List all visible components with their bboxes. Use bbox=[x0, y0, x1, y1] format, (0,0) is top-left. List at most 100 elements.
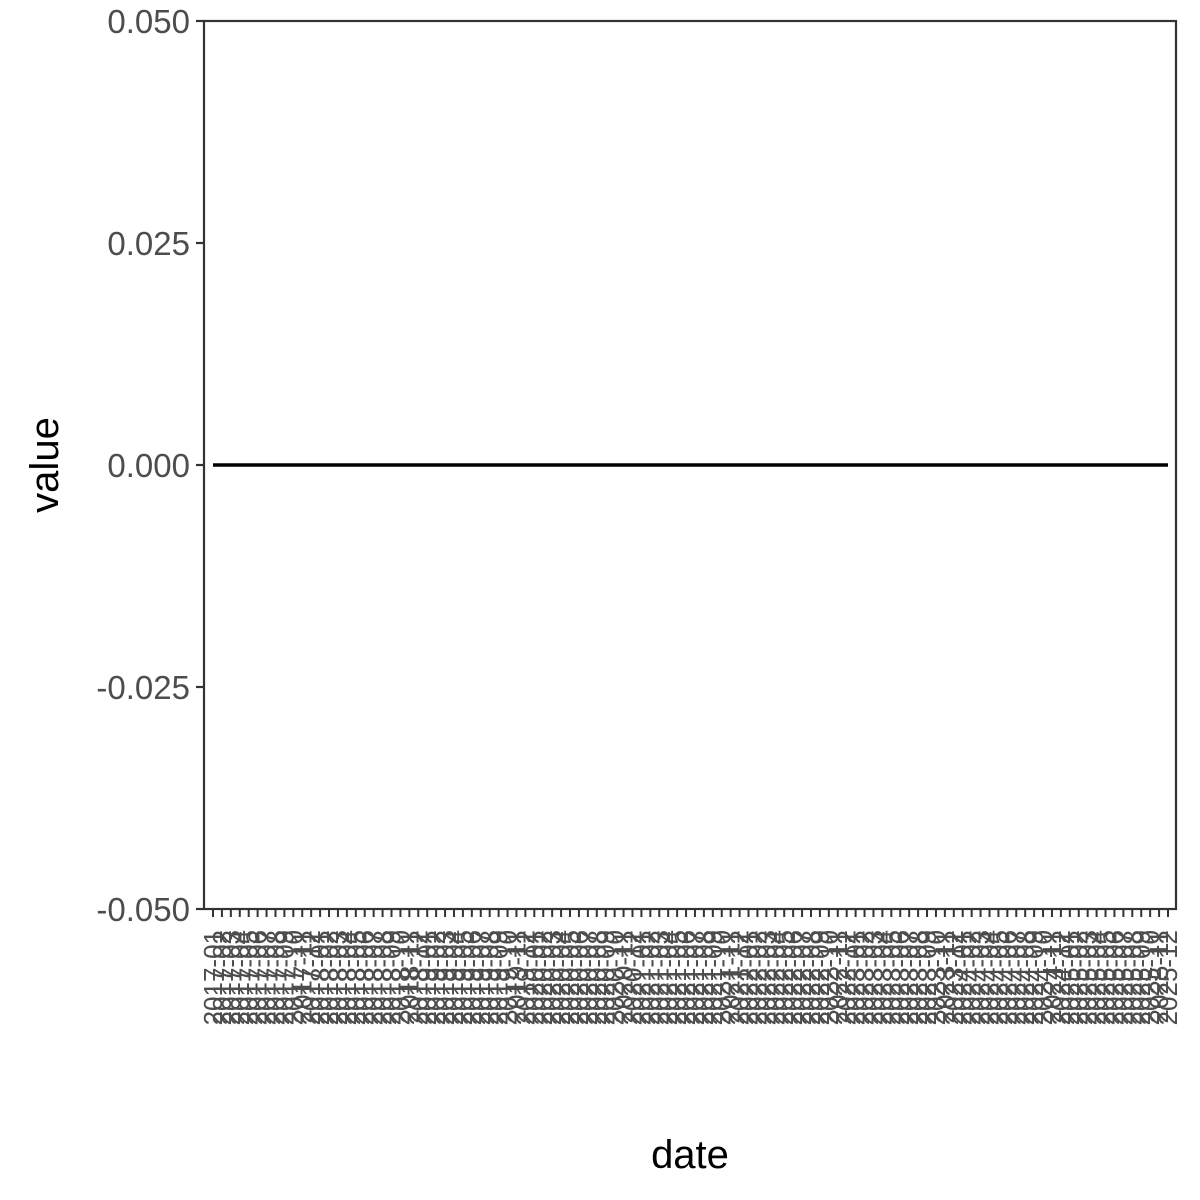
x-tick-label: 2018-05 bbox=[341, 930, 371, 1025]
x-tick-label: 2023-09 bbox=[912, 930, 942, 1025]
x-tick-label: 2020-12 bbox=[617, 930, 647, 1025]
x-tick-label: 2024-09 bbox=[1019, 930, 1049, 1025]
x-tick-label: 2021-09 bbox=[698, 930, 728, 1025]
x-tick-label: 2025-10 bbox=[1135, 930, 1165, 1025]
x-tick-label: 2020-10 bbox=[600, 930, 630, 1025]
y-tick-label: -0.050 bbox=[96, 891, 190, 928]
x-axis: 2017-012017-022017-032017-042017-052017-… bbox=[198, 909, 1183, 1025]
x-tick-label: 2021-11 bbox=[716, 930, 746, 1024]
x-tick-label: 2021-02 bbox=[635, 930, 665, 1025]
x-tick-label: 2019-08 bbox=[475, 930, 505, 1025]
x-tick-label: 2019-05 bbox=[448, 930, 478, 1025]
x-tick-label: 2018-09 bbox=[377, 930, 407, 1025]
x-tick-label: 2024-02 bbox=[957, 930, 987, 1025]
x-tick-label: 2023-05 bbox=[876, 930, 906, 1025]
x-tick-label: 2022-10 bbox=[814, 930, 844, 1025]
x-tick-label: 2017-06 bbox=[243, 930, 273, 1025]
x-tick-label: 2025-07 bbox=[1108, 930, 1138, 1025]
x-tick-label: 2019-02 bbox=[421, 930, 451, 1025]
x-tick-label: 2017-01 bbox=[198, 930, 228, 1025]
x-tick-label: 2024-11 bbox=[1037, 930, 1067, 1024]
x-tick-label: 2018-02 bbox=[314, 930, 344, 1025]
x-tick-label: 2025-11 bbox=[1144, 930, 1174, 1024]
x-tick-label: 2020-03 bbox=[537, 930, 567, 1025]
x-tick-label: 2023-03 bbox=[858, 930, 888, 1025]
x-tick-label: 2017-10 bbox=[278, 930, 308, 1025]
x-tick-label: 2025-12 bbox=[1153, 930, 1183, 1025]
x-tick-label: 2023-04 bbox=[867, 930, 897, 1025]
x-tick-label: 2018-06 bbox=[350, 930, 380, 1025]
x-tick-label: 2021-03 bbox=[644, 930, 674, 1025]
x-tick-label: 2023-06 bbox=[885, 930, 915, 1025]
x-tick-label: 2017-03 bbox=[216, 930, 246, 1025]
x-tick-label: 2021-04 bbox=[653, 930, 683, 1025]
x-tick-label: 2017-04 bbox=[225, 930, 255, 1025]
x-tick-label: 2022-09 bbox=[805, 930, 835, 1025]
x-tick-label: 2020-04 bbox=[546, 930, 576, 1025]
x-tick-label: 2022-04 bbox=[760, 930, 790, 1025]
x-tick-label: 2018-10 bbox=[385, 930, 415, 1025]
x-tick-label: 2025-03 bbox=[1073, 930, 1103, 1025]
x-tick-label: 2020-07 bbox=[573, 930, 603, 1025]
x-tick-label: 2021-08 bbox=[689, 930, 719, 1025]
y-tick-label: 0.050 bbox=[107, 3, 190, 40]
x-tick-label: 2018-08 bbox=[368, 930, 398, 1025]
x-tick-label: 2024-04 bbox=[974, 930, 1004, 1025]
y-axis-title: value bbox=[23, 417, 67, 513]
x-tick-label: 2024-01 bbox=[948, 930, 978, 1025]
x-tick-label: 2025-04 bbox=[1082, 930, 1112, 1025]
x-tick-label: 2020-01 bbox=[519, 930, 549, 1025]
x-tick-label: 2017-02 bbox=[207, 930, 237, 1025]
x-tick-label: 2021-01 bbox=[626, 930, 656, 1025]
x-tick-label: 2021-10 bbox=[707, 930, 737, 1025]
x-tick-label: 2019-07 bbox=[466, 930, 496, 1025]
x-tick-label: 2019-06 bbox=[457, 930, 487, 1025]
x-tick-label: 2019-11 bbox=[501, 930, 531, 1024]
x-tick-label: 2022-03 bbox=[751, 930, 781, 1025]
x-tick-label: 2023-10 bbox=[921, 930, 951, 1025]
x-tick-label: 2019-03 bbox=[430, 930, 460, 1025]
x-tick-label: 2017-07 bbox=[252, 930, 282, 1025]
x-tick-label: 2025-08 bbox=[1117, 930, 1147, 1025]
y-axis: -0.050 -0.025 0.000 0.025 0.050 bbox=[96, 3, 204, 928]
x-tick-label: 2020-09 bbox=[591, 930, 621, 1025]
x-tick-label: 2017-09 bbox=[269, 930, 299, 1025]
x-tick-label: 2019-01 bbox=[412, 930, 442, 1025]
x-tick-label: 2017-08 bbox=[260, 930, 290, 1025]
x-tick-label: 2019-09 bbox=[484, 930, 514, 1025]
y-tick-label: 0.025 bbox=[107, 225, 190, 262]
x-tick-label: 2022-01 bbox=[734, 930, 764, 1025]
x-tick-label: 2025-09 bbox=[1126, 930, 1156, 1025]
x-tick-label: 2023-11 bbox=[930, 930, 960, 1024]
x-tick-label: 2018-04 bbox=[332, 930, 362, 1025]
x-tick-label: 2021-06 bbox=[671, 930, 701, 1025]
x-tick-label: 2022-11 bbox=[823, 930, 853, 1024]
x-tick-label: 2022-02 bbox=[742, 930, 772, 1025]
x-tick-label: 2022-05 bbox=[769, 930, 799, 1025]
x-tick-label: 2023-07 bbox=[894, 930, 924, 1025]
x-axis-title: date bbox=[651, 1133, 729, 1177]
x-tick-label: 2020-05 bbox=[555, 930, 585, 1025]
x-tick-label: 2020-08 bbox=[582, 930, 612, 1025]
x-tick-label: 2019-10 bbox=[493, 930, 523, 1025]
x-tick-label: 2024-03 bbox=[966, 930, 996, 1025]
x-tick-label: 2023-12 bbox=[939, 930, 969, 1025]
x-tick-label: 2023-02 bbox=[850, 930, 880, 1025]
x-tick-label: 2024-10 bbox=[1028, 930, 1058, 1025]
x-tick-label: 2022-06 bbox=[778, 930, 808, 1025]
x-tick-label: 2021-12 bbox=[725, 930, 755, 1025]
x-tick-label: 2024-07 bbox=[1001, 930, 1031, 1025]
x-tick-label: 2024-08 bbox=[1010, 930, 1040, 1025]
x-tick-label: 2025-02 bbox=[1064, 930, 1094, 1025]
x-tick-label: 2024-12 bbox=[1046, 930, 1076, 1025]
x-tick-label: 2025-05 bbox=[1091, 930, 1121, 1025]
x-tick-label: 2018-03 bbox=[323, 930, 353, 1025]
x-tick-label: 2025-06 bbox=[1099, 930, 1129, 1025]
x-tick-label: 2024-05 bbox=[983, 930, 1013, 1025]
x-tick-label: 2020-06 bbox=[564, 930, 594, 1025]
x-tick-label: 2022-08 bbox=[796, 930, 826, 1025]
x-tick-label: 2018-01 bbox=[305, 930, 335, 1025]
x-tick-label: 2019-04 bbox=[439, 930, 469, 1025]
x-tick-label: 2025-01 bbox=[1055, 930, 1085, 1025]
